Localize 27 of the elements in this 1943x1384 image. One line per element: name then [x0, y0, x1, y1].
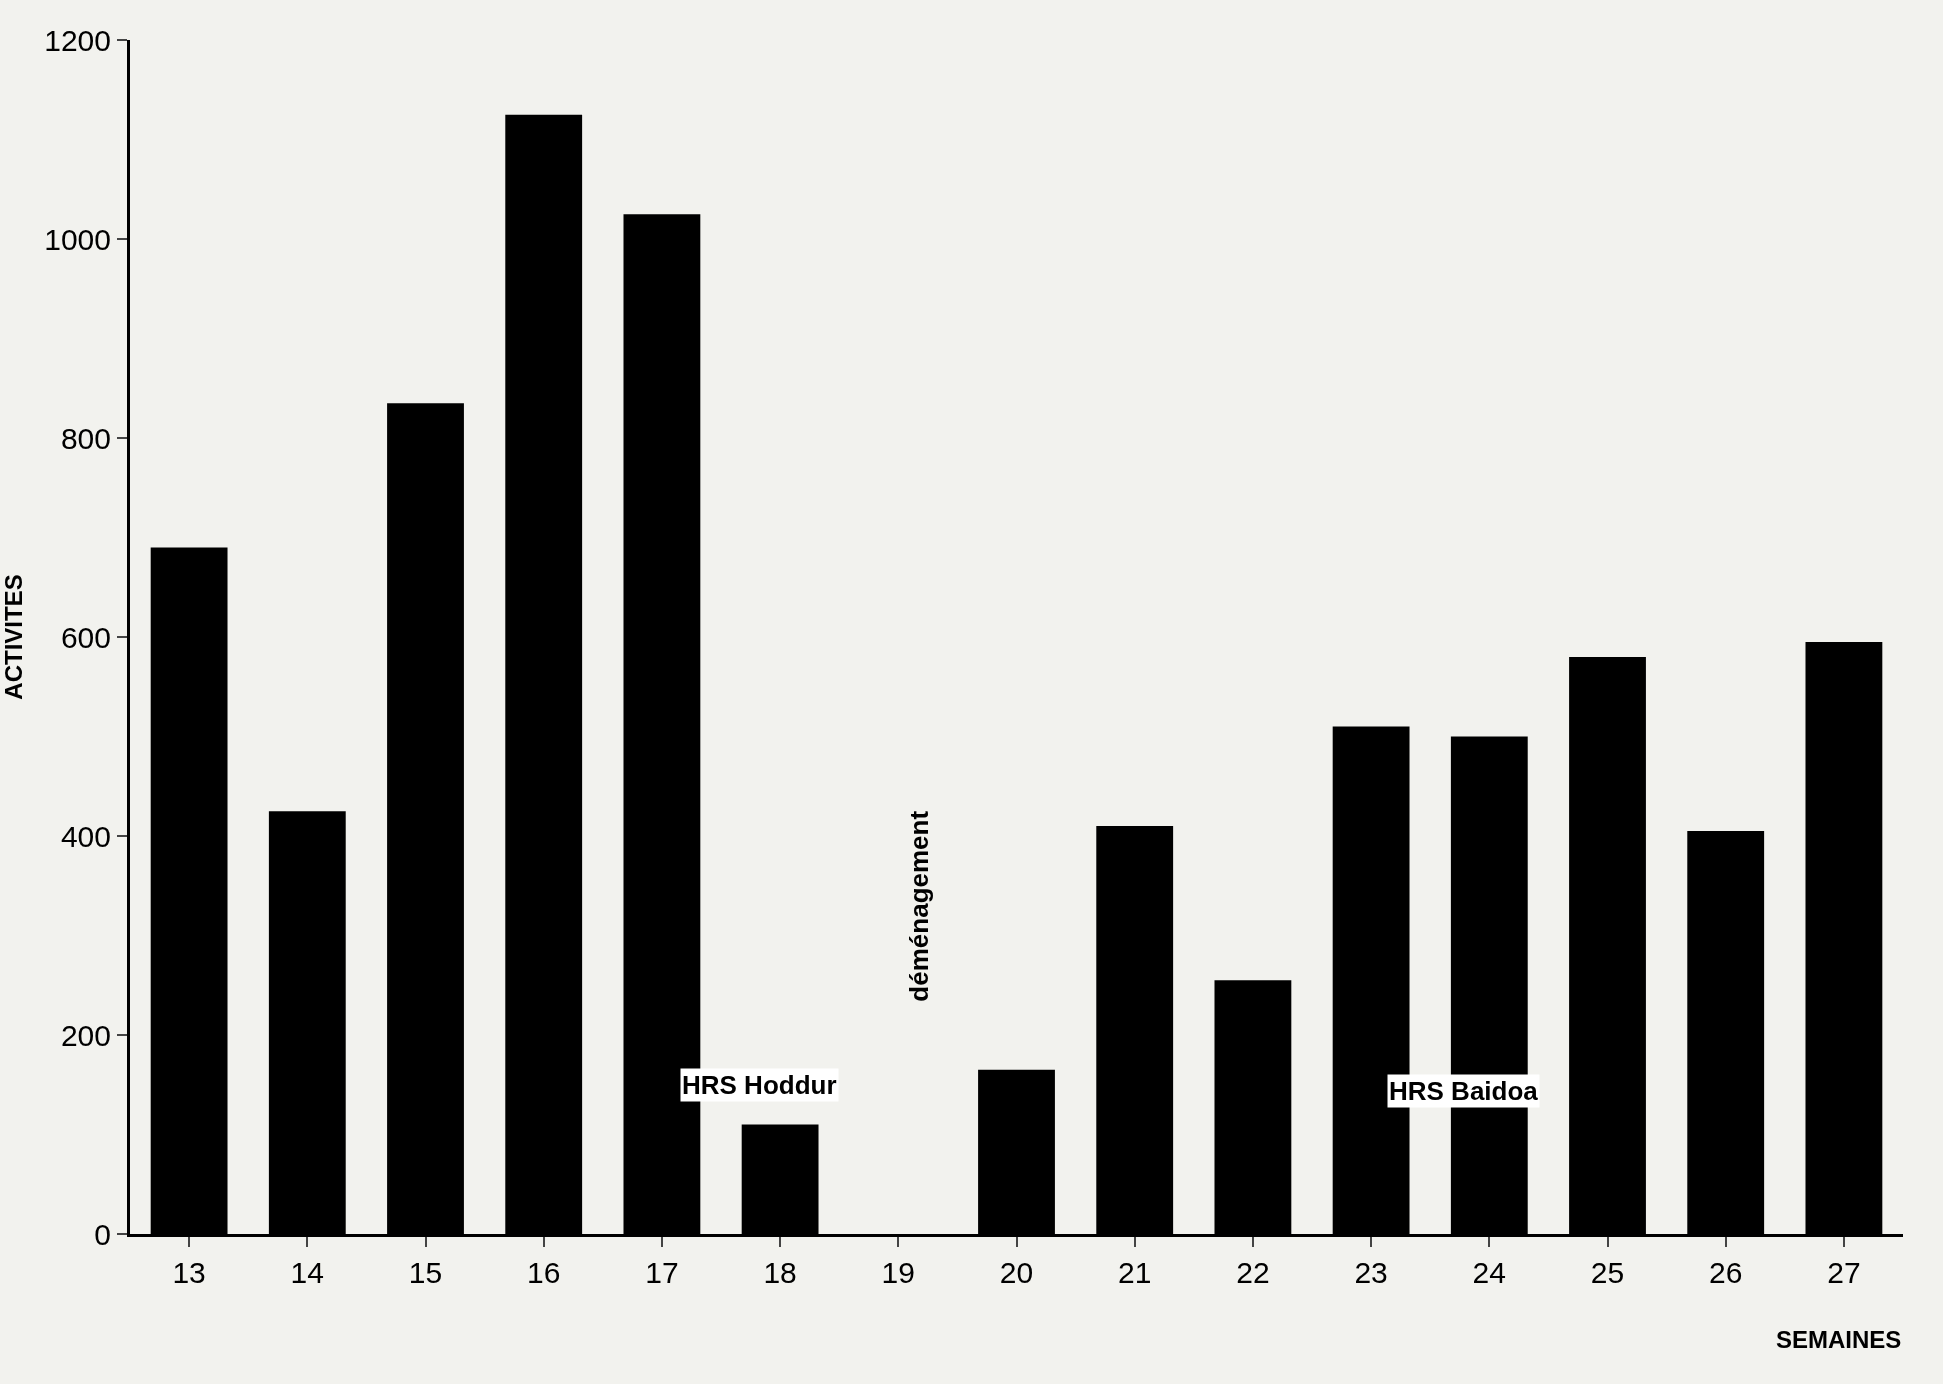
x-tick-label: 14 — [290, 1256, 324, 1289]
x-tick-label: 13 — [172, 1256, 206, 1289]
y-tick-label: 400 — [60, 819, 111, 853]
x-tick-label: 21 — [1118, 1256, 1152, 1289]
y-tick-label: 200 — [60, 1018, 111, 1052]
x-tick-label: 17 — [645, 1256, 679, 1289]
x-tick-label: 27 — [1827, 1256, 1861, 1289]
x-axis-title: SEMAINES — [1776, 1326, 1902, 1353]
y-tick-label: 1200 — [44, 23, 111, 57]
x-tick-label: 22 — [1236, 1256, 1270, 1289]
y-tick-label: 0 — [94, 1217, 111, 1251]
x-tick-label: 26 — [1709, 1256, 1743, 1289]
y-tick-label: 1000 — [44, 222, 111, 256]
y-axis-title: ACTIVITES — [0, 574, 28, 700]
x-tick-label: 23 — [1354, 1256, 1388, 1289]
x-tick-label: 25 — [1590, 1256, 1625, 1289]
annotation: HRS Hoddur — [682, 1070, 837, 1100]
x-tick-label: 16 — [527, 1256, 561, 1289]
y-tick-label: 800 — [60, 421, 111, 455]
x-tick-label: 19 — [881, 1256, 915, 1289]
x-tick-label: 15 — [408, 1256, 443, 1289]
x-tick-label: 18 — [763, 1256, 797, 1289]
x-tick-label: 24 — [1472, 1256, 1506, 1289]
x-tick-label: 20 — [999, 1256, 1034, 1289]
annotation: HRS Baidoa — [1389, 1076, 1539, 1106]
annotation: déménagement — [904, 810, 935, 1002]
y-tick-label: 600 — [60, 620, 111, 654]
